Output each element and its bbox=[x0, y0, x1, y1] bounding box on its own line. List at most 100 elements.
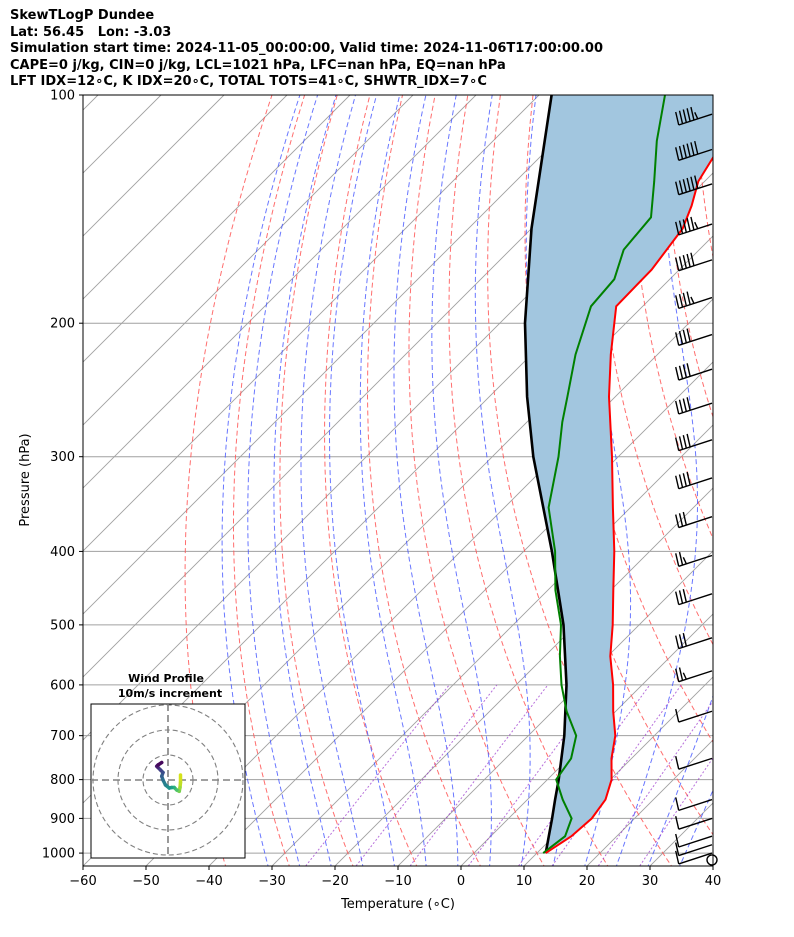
barb-flag bbox=[675, 475, 680, 489]
barb-shaft bbox=[678, 477, 713, 490]
barb-shaft bbox=[678, 710, 713, 723]
barb-shaft bbox=[678, 368, 713, 381]
moist-adiabat bbox=[329, 95, 395, 866]
wind-barb bbox=[675, 816, 713, 830]
barb-flag bbox=[682, 511, 688, 526]
moist-adiabat bbox=[393, 95, 459, 866]
dry-adiabat bbox=[663, 95, 713, 419]
axis-ticks: −60 −50 −40 −30 −20 −10 0 10 20 30 40 100 200 300 400 5… bbox=[42, 89, 721, 890]
barb-flag bbox=[675, 842, 680, 856]
y-tick-label: 200 bbox=[50, 317, 75, 332]
wind-barb bbox=[675, 708, 713, 723]
x-tick-label: −30 bbox=[258, 874, 285, 889]
barb-flag bbox=[686, 143, 691, 157]
barb-shaft bbox=[678, 516, 713, 529]
barb-flag bbox=[675, 635, 680, 649]
isotherm bbox=[271, 424, 713, 866]
dewpoint-line bbox=[542, 95, 666, 854]
x-tick-label: 30 bbox=[642, 874, 659, 889]
barb-flag bbox=[686, 108, 691, 122]
barb-shaft bbox=[678, 757, 713, 770]
barb-flag bbox=[678, 256, 684, 270]
barb-flag bbox=[682, 255, 688, 269]
isotherm bbox=[83, 95, 288, 300]
barb-flag bbox=[675, 295, 680, 309]
cin-shading bbox=[525, 95, 713, 854]
x-tick-label: −10 bbox=[384, 874, 411, 889]
wind-barb bbox=[675, 850, 713, 865]
x-axis-label: Temperature (∘C) bbox=[340, 897, 455, 912]
y-tick-label: 1000 bbox=[42, 847, 75, 862]
dry-adiabat bbox=[279, 95, 354, 866]
barb-flag bbox=[675, 591, 680, 605]
barb-flag bbox=[675, 833, 680, 848]
parcel-profile-line bbox=[523, 95, 568, 854]
moist-adiabat bbox=[300, 95, 364, 866]
barb-flag bbox=[682, 632, 688, 647]
y-tick-label: 900 bbox=[50, 812, 75, 827]
barb-flag bbox=[682, 292, 688, 307]
barb-flag bbox=[686, 471, 691, 486]
chart-header: SkewTLogP Dundee Lat: 56.45 Lon: -3.03 S… bbox=[10, 8, 790, 91]
barb-flag bbox=[675, 668, 680, 682]
wind-barb bbox=[675, 175, 713, 196]
isotherm bbox=[83, 95, 351, 363]
barb-flag bbox=[678, 220, 684, 234]
barb-flag bbox=[690, 106, 695, 121]
wind-barb bbox=[675, 797, 713, 812]
isotherm bbox=[145, 298, 713, 866]
x-tick-label: 10 bbox=[516, 874, 533, 889]
isotherm bbox=[83, 95, 603, 615]
calm-circle bbox=[706, 854, 718, 866]
hodograph-subtitle: 10m/s increment bbox=[118, 687, 222, 700]
x-tick-label: −20 bbox=[321, 874, 348, 889]
dry-adiabat bbox=[233, 95, 306, 866]
barb-shaft bbox=[678, 835, 713, 848]
wind-barb bbox=[675, 140, 713, 161]
y-tick-label: 400 bbox=[50, 545, 75, 560]
barb-flag bbox=[678, 293, 684, 308]
moist-adiabat bbox=[273, 95, 337, 866]
moist-adiabat bbox=[247, 95, 319, 866]
x-tick-label: −40 bbox=[195, 874, 222, 889]
y-tick-label: 800 bbox=[50, 773, 75, 788]
times-line: Simulation start time: 2024-11-05_00:00:… bbox=[10, 41, 603, 56]
barb-flag bbox=[682, 109, 688, 123]
barb-flag bbox=[675, 514, 680, 528]
barb-shaft bbox=[678, 296, 713, 310]
barb-flag bbox=[675, 332, 680, 346]
wind-barb bbox=[675, 589, 713, 606]
barb-shaft bbox=[678, 402, 713, 415]
mixing-ratio-line bbox=[355, 684, 498, 866]
barb-flag bbox=[675, 400, 680, 415]
barb-flag bbox=[675, 147, 680, 161]
wind-barb bbox=[675, 363, 713, 381]
x-tick-label: −50 bbox=[132, 874, 159, 889]
barb-flag bbox=[682, 329, 688, 344]
wind-barb bbox=[675, 511, 713, 529]
barb-shaft bbox=[678, 817, 713, 830]
barb-flag bbox=[690, 252, 695, 266]
location-line: Lat: 56.45 Lon: -3.03 bbox=[10, 24, 172, 40]
barb-flag bbox=[682, 473, 688, 487]
wind-barb bbox=[675, 842, 713, 857]
x-tick-label: 20 bbox=[579, 874, 596, 889]
wind-barb bbox=[675, 632, 713, 650]
barb-flag bbox=[675, 366, 680, 381]
barb-flag bbox=[675, 221, 680, 236]
barb-flag bbox=[682, 219, 688, 233]
barb-flag bbox=[694, 175, 699, 189]
wind-barb bbox=[675, 291, 713, 310]
barb-shaft bbox=[678, 798, 713, 812]
barb-flag bbox=[682, 434, 688, 449]
mixing-ratio-line bbox=[597, 700, 713, 866]
barb-flag bbox=[675, 181, 680, 195]
barb-flag bbox=[686, 291, 691, 305]
barb-flag bbox=[675, 708, 680, 723]
wind-barb bbox=[675, 216, 713, 236]
barb-flag bbox=[682, 398, 688, 412]
barb-flag bbox=[682, 589, 688, 603]
y-axis-label: Pressure (hPa) bbox=[18, 433, 33, 526]
y-tick-label: 500 bbox=[50, 618, 75, 633]
isotherm bbox=[83, 95, 225, 237]
